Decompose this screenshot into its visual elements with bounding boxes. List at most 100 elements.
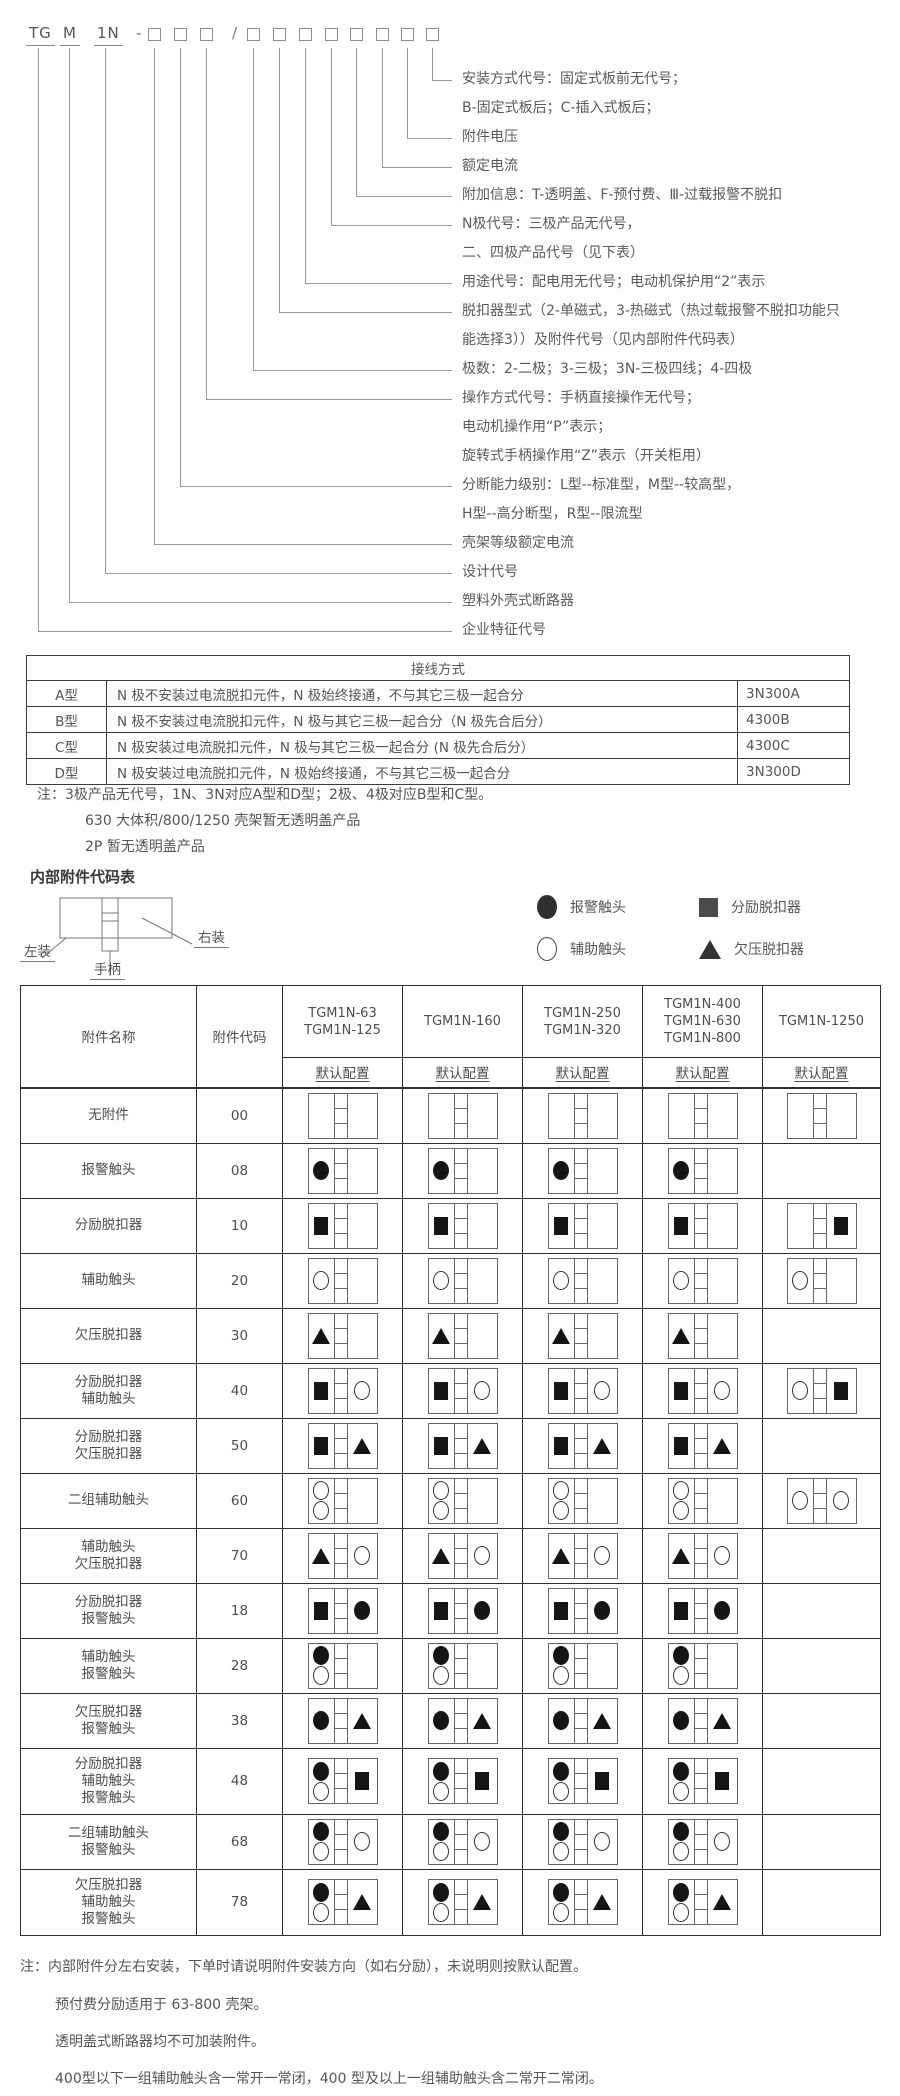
undervoltage-release-icon bbox=[593, 1894, 611, 1910]
auxiliary-contact-icon bbox=[313, 1271, 329, 1290]
diagram-left-compartment bbox=[309, 1880, 335, 1924]
undervoltage-release-icon bbox=[672, 1547, 690, 1564]
diagram-right-compartment bbox=[468, 1149, 497, 1193]
diagram-right-compartment bbox=[348, 1314, 377, 1358]
diagram-handle-strip bbox=[694, 1819, 708, 1864]
diagram-right-compartment bbox=[708, 1259, 737, 1303]
accessory-config-diagram bbox=[547, 1697, 618, 1744]
model-name: TGM1N-400 bbox=[664, 997, 741, 1012]
diagram-left-compartment bbox=[669, 1313, 695, 1358]
accessory-name-line: 分励脱扣器 bbox=[74, 1217, 143, 1233]
diagram-left-compartment bbox=[549, 1533, 575, 1578]
alarm-contact-icon bbox=[354, 1601, 370, 1620]
accessory-row: 分励脱扣器 报警触头 18 bbox=[20, 1582, 881, 1639]
accessory-config-cell bbox=[402, 1582, 523, 1639]
accessory-config-cell bbox=[282, 1252, 403, 1309]
wiring-description-cell: N 极安装过电流脱扣元件，N 极始终接通，不与其它三极一起合分 bbox=[106, 758, 738, 785]
accessory-config-cell bbox=[762, 1252, 881, 1309]
accessory-row: 分励脱扣器 辅助触头 报警触头 48 bbox=[20, 1747, 881, 1815]
accessory-table-title: 内部附件代码表 bbox=[30, 868, 136, 886]
accessory-config-cell bbox=[522, 1582, 643, 1639]
accessory-config-cell bbox=[282, 1307, 403, 1364]
accessory-code-cell: 20 bbox=[196, 1252, 283, 1309]
accessory-name-line: 欠压脱扣器 bbox=[74, 1703, 143, 1720]
diagram-left-compartment bbox=[549, 1698, 575, 1743]
accessory-config-diagram bbox=[547, 1879, 618, 1925]
diagram-right-compartment bbox=[708, 1424, 737, 1468]
accessory-row: 欠压脱扣器 30 bbox=[20, 1307, 881, 1364]
accessory-name-cell: 欠压脱扣器 辅助触头 报警触头 bbox=[20, 1868, 197, 1936]
accessory-config-cell bbox=[522, 1142, 643, 1199]
leader-line-vertical bbox=[105, 48, 106, 573]
accessory-config-cell bbox=[642, 1142, 763, 1199]
accessory-name-line: 报警触头 bbox=[81, 1720, 136, 1737]
diagram-handle-strip bbox=[813, 1478, 827, 1523]
accessory-config-diagram bbox=[667, 1758, 738, 1804]
diagram-right-compartment bbox=[588, 1759, 617, 1803]
leader-line-horizontal bbox=[105, 573, 452, 574]
model-code-box bbox=[273, 28, 286, 41]
accessory-config-cell bbox=[522, 1362, 643, 1419]
auxiliary-contact-icon bbox=[313, 1666, 329, 1685]
diagram-left-compartment bbox=[549, 1588, 575, 1633]
accessory-config-diagram bbox=[307, 1147, 378, 1194]
accessory-config-diagram bbox=[427, 1422, 498, 1469]
default-config-header: 默认配置 bbox=[642, 1057, 763, 1088]
auxiliary-contact-icon bbox=[553, 1501, 569, 1520]
accessory-config-cell bbox=[402, 1142, 523, 1199]
accessory-config-cell bbox=[522, 1813, 643, 1870]
model-code-label: 企业特征代号 bbox=[462, 616, 546, 645]
accessory-code-cell: 08 bbox=[196, 1142, 283, 1199]
accessory-row: 分励脱扣器 欠压脱扣器 50 bbox=[20, 1417, 881, 1474]
accessory-config-cell bbox=[402, 1362, 523, 1419]
diagram-left-compartment bbox=[309, 1203, 335, 1248]
diagram-left-compartment bbox=[429, 1093, 455, 1138]
diagram-right-compartment bbox=[827, 1094, 856, 1138]
diagram-handle-strip bbox=[694, 1478, 708, 1523]
accessory-name-line: 二组辅助触头 bbox=[68, 1824, 149, 1841]
diagram-left-compartment bbox=[669, 1643, 695, 1688]
diagram-handle-strip bbox=[694, 1368, 708, 1413]
accessory-config-cell bbox=[282, 1362, 403, 1419]
diagram-right-compartment bbox=[588, 1820, 617, 1864]
wiring-type-cell: D型 bbox=[26, 758, 107, 785]
shunt-release-icon bbox=[674, 1381, 688, 1400]
accessory-config-cell bbox=[642, 1868, 763, 1936]
accessory-config-cell bbox=[282, 1637, 403, 1694]
accessory-code-cell: 70 bbox=[196, 1527, 283, 1584]
wiring-type-cell: B型 bbox=[26, 706, 107, 733]
diagram-handle-strip bbox=[454, 1093, 468, 1138]
auxiliary-contact-icon bbox=[433, 1271, 449, 1290]
diagram-right-compartment bbox=[348, 1094, 377, 1138]
alarm-contact-icon bbox=[313, 1161, 329, 1180]
accessory-config-diagram bbox=[667, 1147, 738, 1194]
diagram-handle-strip bbox=[574, 1819, 588, 1864]
accessory-config-cell bbox=[762, 1142, 881, 1199]
accessory-config-diagram bbox=[547, 1147, 618, 1194]
model-code-box bbox=[247, 28, 260, 41]
accessory-config-cell bbox=[522, 1252, 643, 1309]
shunt-release-icon bbox=[434, 1216, 448, 1235]
diagram-handle-strip bbox=[334, 1368, 348, 1413]
auxiliary-contact-icon bbox=[553, 1271, 569, 1290]
accessory-config-diagram bbox=[667, 1642, 738, 1689]
accessory-name-cell: 辅助触头 bbox=[20, 1252, 197, 1309]
internal-accessory-code-table: 附件名称 附件代码 TGM1N-63 TGM1N-125 TGM1N-160 TGM1N-… bbox=[20, 985, 881, 1936]
leader-line-vertical bbox=[279, 48, 280, 312]
leader-line-vertical bbox=[305, 48, 306, 283]
diagram-left-compartment bbox=[309, 1533, 335, 1578]
accessory-config-diagram bbox=[427, 1879, 498, 1925]
accessory-config-cell bbox=[642, 1527, 763, 1584]
accessory-config-diagram bbox=[547, 1642, 618, 1689]
accessory-name-line: 欠压脱扣器 bbox=[74, 1555, 143, 1572]
accessory-config-diagram bbox=[427, 1697, 498, 1744]
diagram-left-compartment bbox=[549, 1203, 575, 1248]
auxiliary-contact-icon bbox=[673, 1842, 689, 1861]
diagram-left-compartment bbox=[549, 1819, 575, 1864]
model-code-box bbox=[148, 28, 161, 41]
accessory-row: 辅助触头 报警触头 28 bbox=[20, 1637, 881, 1694]
diagram-right-compartment bbox=[588, 1644, 617, 1688]
default-config-label: 默认配置 bbox=[794, 1066, 849, 1083]
diagram-handle-strip bbox=[694, 1588, 708, 1633]
alarm-contact-icon bbox=[594, 1601, 610, 1620]
